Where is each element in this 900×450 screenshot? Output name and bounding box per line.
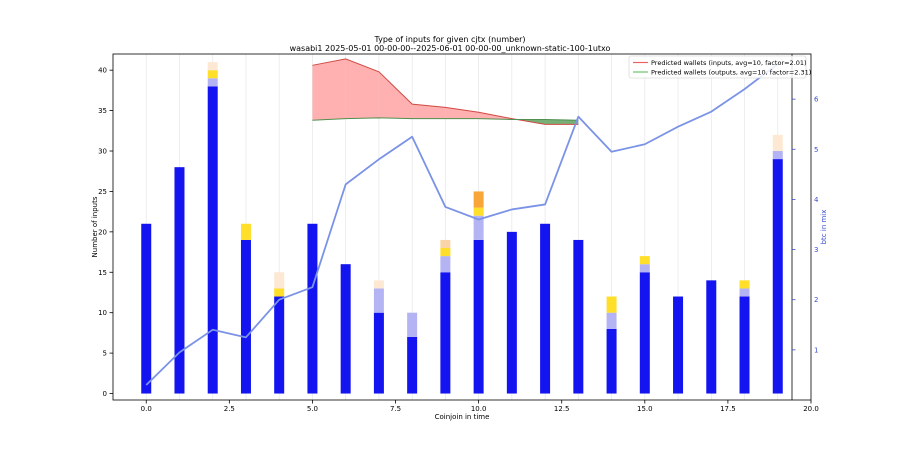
x-tick-label-8: 20.0 [803,405,819,413]
bar-blue-4 [274,296,285,394]
bar-blue-3 [240,239,251,394]
bar-blue-7 [373,312,384,394]
bar-yellow-14 [606,296,617,313]
bar-cream-19 [772,134,783,152]
bar-light-blue-8 [407,312,418,337]
bar-yellow-10 [473,207,484,216]
y2-tick-label-5: 6 [814,96,819,104]
y-tick-label-0: 0 [103,390,107,398]
bar-blue-19 [772,159,783,394]
prediction-fill-segment-4-0 [445,107,479,119]
bar-light-blue-15 [639,264,650,273]
bar-blue-14 [606,328,617,394]
bar-blue-0 [141,223,152,394]
legend-label-inputs: Predicted wallets (inputs, avg=10, facto… [651,59,807,67]
legend: Predicted wallets (inputs, avg=10, facto… [628,55,811,79]
stacked-bars [141,62,783,394]
bar-blue-12 [540,223,551,394]
y-axis-ticks: 0 5 10 15 20 25 30 35 40 [98,67,113,398]
y-tick-label-6: 30 [98,148,107,156]
y-tick-label-4: 20 [98,228,107,236]
bar-yellow-4 [274,288,285,297]
y2-tick-label-1: 2 [814,296,818,304]
x-tick-label-1: 2.5 [224,405,235,413]
bar-orange-10 [473,191,484,208]
plot-frame [112,53,812,401]
prediction-fill-segment-7-0 [545,119,579,125]
bar-yellow-9 [440,248,451,257]
y-tick-label-1: 5 [103,350,107,358]
bar-blue-1 [174,167,185,394]
prediction-fill-segment-2-0 [378,71,413,119]
y2-axis-title: btc in mix [820,210,828,245]
x-axis-title: Coinjoin in time [435,413,490,421]
y-tick-label-5: 25 [98,188,107,196]
bar-blue-10 [473,239,484,394]
prediction-lines [312,58,579,125]
legend-label-outputs: Predicted wallets (outputs, avg=10, fact… [651,69,811,77]
bar-yellow-2 [207,70,218,79]
prediction-fill-segment-0-0 [312,58,346,121]
bar-light-blue-19 [772,151,783,160]
bar-cream-2 [207,62,218,71]
bar-light-blue-7 [373,288,384,313]
bar-blue-8 [407,336,418,394]
y-tick-label-2: 10 [98,309,107,317]
y2-axis-ticks: 1 2 3 4 5 6 [792,96,819,354]
y2-tick-label-2: 3 [814,246,818,254]
y2-tick-label-4: 5 [814,146,818,154]
bar-blue-9 [440,272,451,394]
bar-blue-5 [307,223,318,394]
legend-box [628,55,807,79]
bar-yellow-18 [739,280,750,289]
y-tick-label-8: 40 [98,67,107,75]
bar-light-blue-2 [207,78,218,87]
chart-title: Type of inputs for given cjtx (number) [373,35,525,44]
y-tick-label-7: 35 [98,107,107,115]
x-tick-label-5: 12.5 [554,405,570,413]
bar-blue-15 [639,272,650,394]
x-tick-label-4: 10.0 [471,405,487,413]
bar-blue-16 [673,296,684,394]
chart-subtitle: wasabi1 2025-05-01 00-00-00--2025-06-01 … [290,44,611,53]
x-tick-label-7: 17.5 [720,405,736,413]
bar-blue-2 [207,86,218,394]
y-tick-label-3: 15 [98,269,107,277]
bar-blue-13 [573,239,584,394]
bar-light-blue-10 [473,215,484,240]
bar-light-blue-18 [739,288,750,297]
prediction-line-inputs [312,58,579,125]
prediction-fills [312,58,579,125]
prediction-fill-segment-3-0 [412,104,446,119]
bar-light-blue-9 [440,256,451,273]
x-axis-ticks: 0.0 2.5 5.0 7.5 10.0 12.5 15.0 17.5 20.0 [141,400,819,413]
x-tick-label-0: 0.0 [141,405,152,413]
bar-light-blue-14 [606,312,617,329]
x-tick-label-2: 5.0 [307,405,318,413]
bar-blue-17 [706,280,717,394]
prediction-line-outputs [312,117,579,121]
bar-yellow-15 [639,256,650,265]
x-tick-label-6: 15.0 [637,405,653,413]
bar-blue-6 [340,264,351,394]
y2-tick-label-3: 4 [814,196,819,204]
bar-blue-18 [739,296,750,394]
prediction-fill-segment-1-0 [345,58,379,119]
bar-peach-9 [440,239,451,249]
y2-tick-label-0: 1 [814,346,818,354]
x-tick-label-3: 7.5 [390,405,401,413]
btc-in-mix-line [145,63,779,386]
bar-cream-7 [373,280,384,289]
bar-yellow-3 [240,223,251,240]
bar-cream-4 [274,272,285,289]
y-axis-title: Number of inputs [91,196,99,257]
btc-line-group [145,63,779,386]
bar-blue-11 [506,231,517,394]
